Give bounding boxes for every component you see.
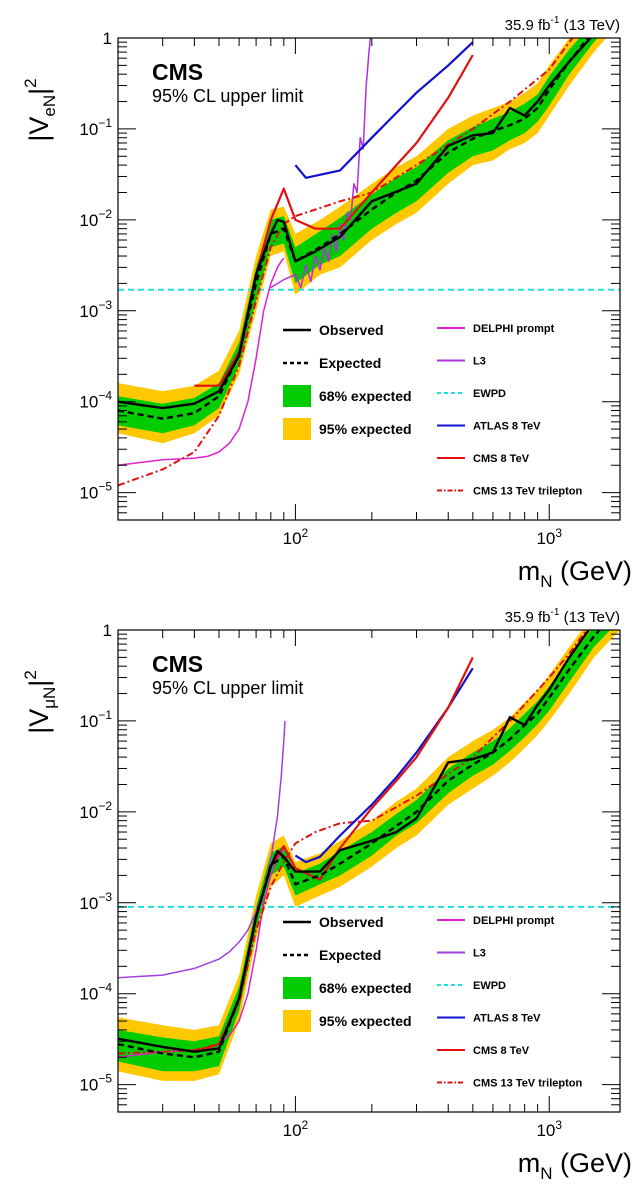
cl-subtitle: 95% CL upper limit bbox=[152, 678, 303, 698]
legend-label: ATLAS 8 TeV bbox=[473, 421, 541, 433]
legend-label: L3 bbox=[473, 948, 486, 960]
y-tick-label: 10−2 bbox=[79, 799, 112, 822]
expected-bands bbox=[118, 630, 620, 1081]
legend-label: Expected bbox=[319, 947, 381, 963]
series-atlas bbox=[294, 41, 474, 179]
lumi-label: 35.9 fb-1 (13 TeV) bbox=[505, 15, 620, 34]
band-68-expected bbox=[118, 38, 598, 434]
legend-label: DELPHI prompt bbox=[473, 323, 555, 335]
series-cms13 bbox=[118, 630, 588, 1055]
y-axis-title: |VμN|2 bbox=[21, 670, 59, 734]
legend-swatch-band95 bbox=[283, 1010, 311, 1032]
plot-border bbox=[117, 629, 621, 1113]
plot-border bbox=[117, 37, 621, 521]
y-tick-label: 1 bbox=[103, 29, 112, 48]
y-axis-title: |VeN|2 bbox=[21, 78, 59, 141]
lumi-label: 35.9 fb-1 (13 TeV) bbox=[505, 607, 620, 626]
y-tick-label: 10−3 bbox=[79, 298, 112, 321]
series-observed bbox=[118, 38, 593, 410]
legend-label: Observed bbox=[319, 914, 384, 930]
series-observed bbox=[118, 630, 591, 1053]
legend-label: ATLAS 8 TeV bbox=[473, 1013, 541, 1025]
y-tick-label: 10−2 bbox=[79, 207, 112, 230]
legend-label: 68% expected bbox=[319, 980, 412, 996]
legend-label: 95% expected bbox=[319, 421, 412, 437]
x-tick-label: 102 bbox=[283, 1118, 309, 1140]
legend-label: CMS 8 TeV bbox=[473, 453, 530, 465]
legend-label: 95% expected bbox=[319, 1013, 412, 1029]
series-delphi bbox=[118, 257, 285, 467]
y-tick-label: 10−5 bbox=[79, 480, 112, 503]
x-tick-label: 102 bbox=[283, 526, 309, 548]
axis-ticks: 102 103 1 10−1 10−2 10−3 10−4 10−5 bbox=[79, 29, 620, 548]
experiment-label: CMS bbox=[152, 59, 203, 85]
legend: Observed Expected 68% expected 95% expected… bbox=[283, 914, 582, 1090]
legend-swatch-band68 bbox=[283, 385, 311, 407]
limit-curves bbox=[118, 630, 620, 1059]
cl-subtitle: 95% CL upper limit bbox=[152, 86, 303, 106]
y-tick-label: 10−4 bbox=[79, 981, 112, 1004]
expected-bands bbox=[118, 38, 607, 444]
series-l3 bbox=[270, 38, 372, 289]
legend-label: Observed bbox=[319, 322, 384, 338]
legend-swatch-band68 bbox=[283, 977, 311, 999]
y-tick-label: 10−4 bbox=[79, 389, 112, 412]
x-axis-title: mN (GeV) bbox=[518, 1148, 632, 1183]
legend-label: 68% expected bbox=[319, 388, 412, 404]
series-l3 bbox=[118, 720, 286, 979]
legend: Observed Expected 68% expected 95% expected… bbox=[283, 322, 582, 498]
panel-ven: 102 103 1 10−1 10−2 10−3 10−4 10−5 35.9 fb-1 (1… bbox=[21, 15, 632, 591]
x-axis-title: mN (GeV) bbox=[518, 556, 632, 591]
y-tick-label: 10−3 bbox=[79, 890, 112, 913]
legend-label: CMS 8 TeV bbox=[473, 1045, 530, 1057]
legend-label: CMS 13 TeV trilepton bbox=[473, 486, 582, 498]
legend-label: Expected bbox=[319, 355, 381, 371]
band-68-expected bbox=[118, 630, 611, 1072]
y-tick-label: 10−5 bbox=[79, 1072, 112, 1095]
legend-swatch-band95 bbox=[283, 418, 311, 440]
legend-label: CMS 13 TeV trilepton bbox=[473, 1078, 582, 1090]
legend-label: EWPD bbox=[473, 388, 506, 400]
legend-label: L3 bbox=[473, 356, 486, 368]
y-tick-label: 10−1 bbox=[79, 708, 112, 731]
legend-label: DELPHI prompt bbox=[473, 915, 555, 927]
axis-ticks: 102 103 1 10−1 10−2 10−3 10−4 10−5 bbox=[79, 621, 620, 1140]
y-tick-label: 10−1 bbox=[79, 116, 112, 139]
series-cms13 bbox=[118, 38, 574, 487]
legend-label: EWPD bbox=[473, 980, 506, 992]
experiment-label: CMS bbox=[152, 651, 203, 677]
limit-curves bbox=[118, 38, 620, 487]
panel-vmun: 102 103 1 10−1 10−2 10−3 10−4 10−5 35.9 fb-1 (1… bbox=[21, 607, 632, 1183]
x-tick-label: 103 bbox=[536, 1118, 562, 1140]
x-tick-label: 103 bbox=[536, 526, 562, 548]
y-tick-label: 1 bbox=[103, 621, 112, 640]
